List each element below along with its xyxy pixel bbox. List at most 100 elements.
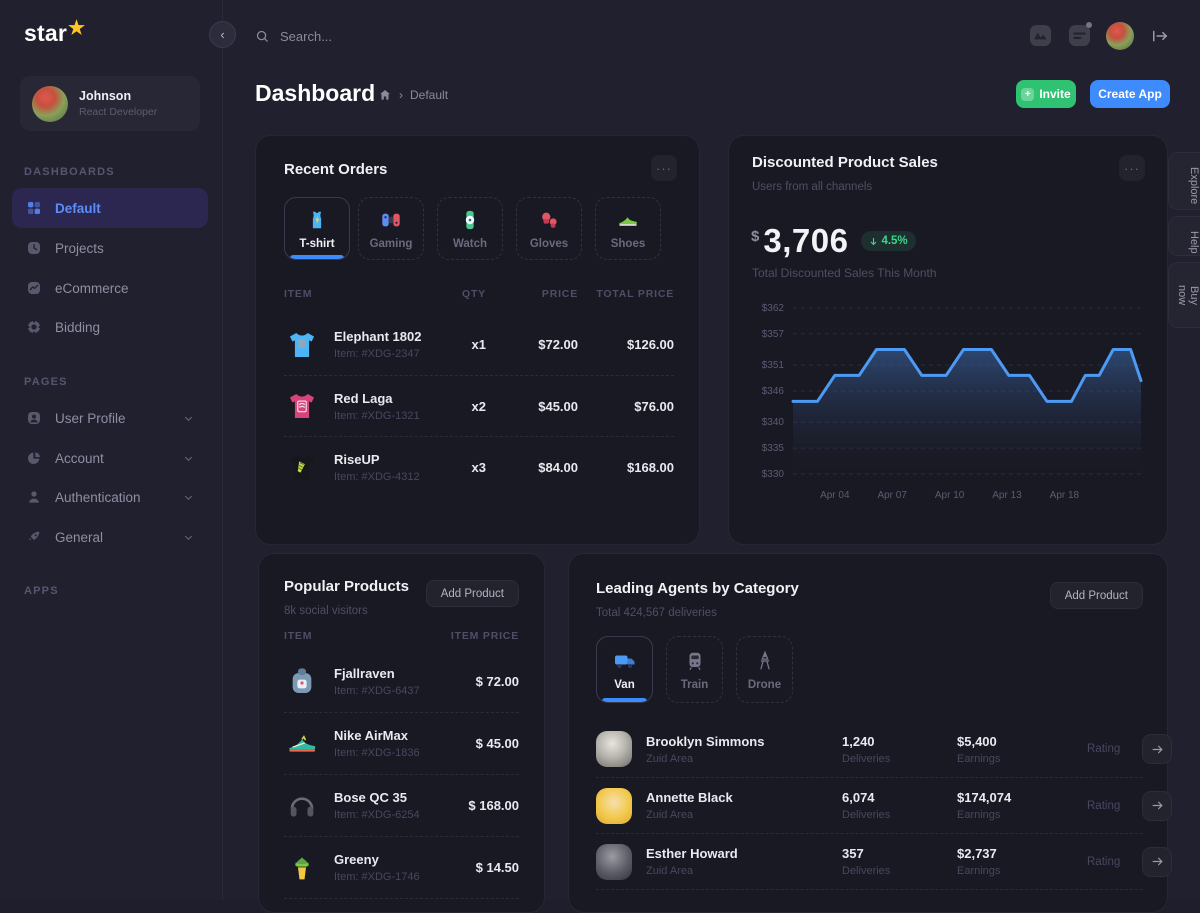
- invite-button[interactable]: + Invite: [1016, 80, 1076, 108]
- arrow-right-icon: [1152, 801, 1163, 810]
- sidebar: star★ Johnson React Developer DASHBOARDS…: [0, 0, 223, 900]
- recent-orders-menu-button[interactable]: ···: [651, 155, 677, 181]
- col-item: ITEM: [284, 288, 313, 300]
- sidebar-item-default[interactable]: Default: [12, 188, 208, 228]
- product-price: $ 45.00: [475, 736, 519, 751]
- product-row[interactable]: Greeny Item: #XDG-1746 $ 14.50: [284, 836, 519, 898]
- svg-text:Apr 07: Apr 07: [877, 490, 907, 501]
- plus-icon: +: [1021, 87, 1035, 101]
- tab-van[interactable]: Van: [596, 636, 653, 703]
- sidebar-item-authentication[interactable]: Authentication: [12, 477, 208, 517]
- sidebar-item-label: Projects: [55, 240, 104, 256]
- sales-value-row: $ 3,706 4.5%: [751, 224, 916, 257]
- sidebar-item-user-profile[interactable]: User Profile: [12, 398, 208, 438]
- agent-deliveries: 1,240: [842, 733, 875, 749]
- agent-detail-button[interactable]: [1142, 734, 1173, 764]
- agent-name: Annette Black: [646, 790, 733, 805]
- sidebar-item-ecommerce[interactable]: eCommerce: [12, 268, 208, 308]
- agent-name: Esther Howard: [646, 846, 738, 861]
- logout-button[interactable]: [1150, 26, 1170, 49]
- user-badge-icon: [28, 412, 40, 424]
- popular-table-header: ITEM ITEM PRICE: [284, 630, 519, 642]
- add-product-button[interactable]: Add Product: [425, 580, 519, 607]
- order-total: $126.00: [627, 337, 674, 352]
- user-meta: Johnson React Developer: [79, 89, 157, 118]
- topbar-avatar[interactable]: [1106, 22, 1134, 50]
- earnings-label: Earnings: [957, 865, 1001, 877]
- order-row[interactable]: Elephant 1802 Item: #XDG-2347 x1 $72.00 …: [284, 314, 674, 375]
- activity-button[interactable]: [1029, 24, 1052, 50]
- tab-watch[interactable]: Watch: [437, 197, 503, 260]
- tab-gaming[interactable]: Gaming: [358, 197, 424, 260]
- product-name: Bose QC 35: [334, 790, 407, 805]
- sidebar-item-projects[interactable]: Projects: [12, 228, 208, 268]
- col-qty: QTY: [462, 288, 486, 300]
- product-row[interactable]: Bose QC 35 Item: #XDG-6254 $ 168.00: [284, 774, 519, 836]
- svg-text:Apr 10: Apr 10: [935, 490, 965, 501]
- sidebar-item-general[interactable]: General: [12, 517, 208, 557]
- tab-label: Gloves: [529, 237, 569, 250]
- order-qty: x1: [471, 337, 486, 352]
- deliveries-label: Deliveries: [842, 865, 891, 877]
- agent-detail-button[interactable]: [1142, 790, 1173, 821]
- side-tab-explore[interactable]: Explore: [1168, 152, 1200, 210]
- order-item-code: Item: #XDG-1321: [334, 409, 420, 422]
- page-title: Dashboard: [255, 80, 376, 106]
- tab-shoes[interactable]: Shoes: [595, 197, 661, 260]
- agent-row[interactable]: Brooklyn Simmons Zuid Area 1,240 Deliver…: [596, 721, 1173, 777]
- popular-subtitle: 8k social visitors: [284, 605, 368, 617]
- deliveries-label: Deliveries: [842, 752, 891, 765]
- user-role: React Developer: [79, 106, 158, 118]
- tab-label: Watch: [452, 237, 488, 250]
- gamepad-icon: [380, 208, 402, 232]
- agent-row[interactable]: Esther Howard Zuid Area 357 Deliveries $…: [596, 833, 1173, 889]
- order-row[interactable]: Red Laga Item: #XDG-1321 x2 $45.00 $76.0…: [284, 375, 674, 436]
- sidebar-item-account[interactable]: Account: [12, 438, 208, 478]
- tab-gloves[interactable]: Gloves: [516, 197, 582, 260]
- pie-icon: [28, 452, 40, 464]
- order-total: $168.00: [627, 459, 674, 475]
- svg-text:Apr 13: Apr 13: [992, 490, 1022, 501]
- sidebar-collapse-button[interactable]: ‹: [209, 21, 236, 48]
- product-price: $ 168.00: [468, 798, 519, 813]
- sneaker-icon: [284, 726, 320, 762]
- notifications-button[interactable]: [1068, 22, 1092, 50]
- home-icon[interactable]: [378, 88, 392, 102]
- headphones-icon: [284, 788, 320, 824]
- rating-label: Rating: [1087, 855, 1121, 868]
- user-avatar: [32, 85, 68, 122]
- brand-logo[interactable]: star★: [24, 18, 85, 47]
- sales-delta-badge: 4.5%: [861, 231, 916, 251]
- tab-drone[interactable]: Drone: [736, 636, 793, 703]
- product-row[interactable]: Fjallraven Item: #XDG-6437 $ 72.00: [284, 650, 519, 712]
- add-product-button[interactable]: Add Product: [1049, 582, 1143, 609]
- search-input[interactable]: [280, 28, 520, 44]
- rocket-icon: [28, 531, 40, 541]
- notification-dot: [1086, 22, 1092, 28]
- breadcrumb-current[interactable]: Default: [410, 88, 449, 102]
- lifebuoy-icon: [26, 319, 42, 335]
- sidebar-item-bidding[interactable]: Bidding: [12, 307, 208, 347]
- order-name: RiseUP: [334, 451, 380, 467]
- tab-tshirt[interactable]: T-shirt: [284, 197, 350, 260]
- side-tab-buy-now[interactable]: Buy now: [1168, 262, 1200, 328]
- agent-deliveries: 6,074: [842, 790, 875, 805]
- sales-menu-button[interactable]: ···: [1119, 155, 1145, 181]
- tshirt-product-icon: [284, 449, 320, 485]
- order-row[interactable]: RiseUP Item: #XDG-4312 x3 $84.00 $168.00: [284, 436, 674, 497]
- agent-row[interactable]: Annette Black Zuid Area 6,074 Deliveries…: [596, 777, 1173, 833]
- tab-train[interactable]: Train: [666, 636, 723, 703]
- svg-text:Apr 18: Apr 18: [1050, 490, 1080, 501]
- sidebar-user-card[interactable]: Johnson React Developer: [20, 76, 200, 131]
- order-item-code: Item: #XDG-4312: [334, 470, 420, 483]
- product-item-code: Item: #XDG-1836: [334, 747, 420, 759]
- agent-area: Zuid Area: [646, 865, 694, 877]
- create-app-button[interactable]: Create App: [1090, 80, 1170, 108]
- sales-delta: 4.5%: [881, 235, 908, 247]
- side-tab-help[interactable]: Help: [1168, 216, 1200, 256]
- product-row[interactable]: Nike AirMax Item: #XDG-1836 $ 45.00: [284, 712, 519, 774]
- grid-icon: [28, 202, 40, 214]
- svg-text:$346: $346: [762, 386, 785, 397]
- sidebar-item-label: General: [55, 529, 104, 545]
- agent-detail-button[interactable]: [1142, 846, 1173, 877]
